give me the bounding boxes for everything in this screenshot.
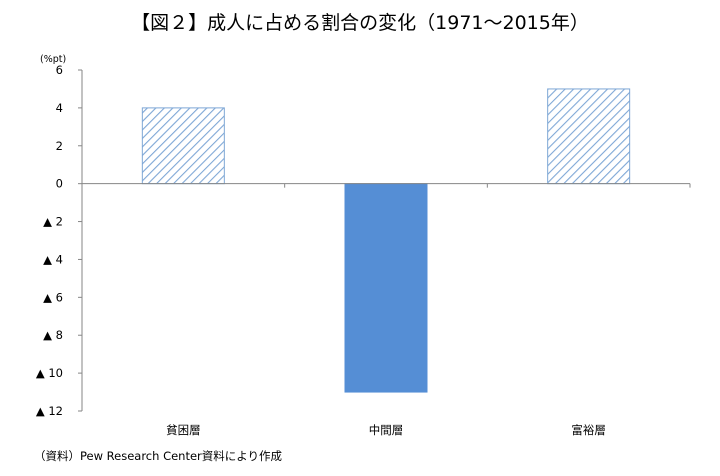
y-tick-label: ▲ 2 [43, 215, 63, 229]
y-tick-label: 4 [56, 101, 63, 115]
x-category-label: 貧困層 [166, 423, 201, 437]
chart-title: 【図２】成人に占める割合の変化（1971～2015年） [131, 12, 589, 34]
y-tick-label: ▲ 12 [36, 404, 63, 418]
x-category-label: 富裕層 [571, 423, 606, 437]
y-tick-label: 0 [56, 177, 63, 191]
y-tick-label: ▲ 4 [43, 252, 63, 266]
bar-2 [344, 183, 428, 393]
y-axis: 6 4 2 0 ▲ 2 ▲ 4 ▲ 6 ▲ 8 ▲ 10 ▲ 12 [36, 63, 83, 418]
y-tick-label: 6 [56, 63, 63, 77]
bars [141, 88, 631, 393]
x-axis: 貧困層 中間層 富裕層 [81, 183, 691, 437]
y-tick-label: ▲ 10 [36, 366, 63, 380]
y-tick-label: ▲ 6 [43, 290, 63, 304]
y-tick-label: 2 [56, 139, 63, 153]
y-axis-unit-label: (%pt) [40, 54, 66, 65]
source-note: （資料）Pew Research Center資料により作成 [34, 449, 283, 463]
y-tick-label: ▲ 8 [43, 328, 63, 342]
bar-1 [141, 107, 225, 185]
bar-3 [547, 88, 631, 185]
x-category-label: 中間層 [369, 423, 404, 437]
